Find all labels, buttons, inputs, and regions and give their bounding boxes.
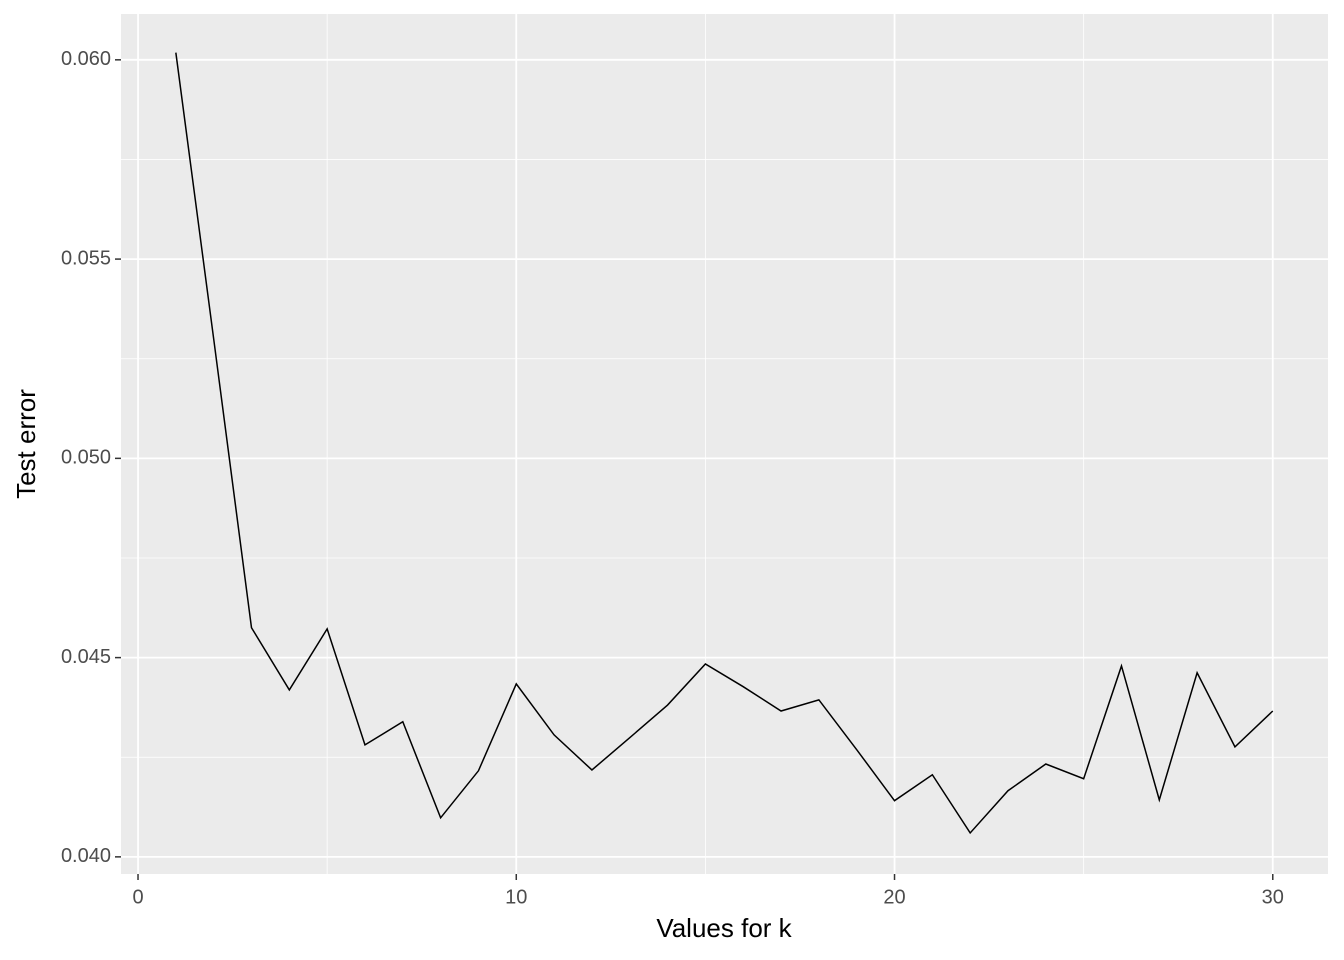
y-tick-label: 0.060 bbox=[61, 48, 111, 70]
y-tick-label: 0.045 bbox=[61, 646, 111, 668]
y-tick-label: 0.040 bbox=[61, 845, 111, 867]
line bbox=[175, 52, 1274, 835]
marks bbox=[175, 52, 1274, 835]
x-tick-label: 20 bbox=[883, 886, 905, 908]
x-axis-title: Values for k bbox=[656, 913, 792, 943]
y-axis-title: Test error bbox=[11, 389, 41, 499]
y-tick-label: 0.055 bbox=[61, 247, 111, 269]
x-tick-label: 10 bbox=[505, 886, 527, 908]
x-tick-label: 0 bbox=[132, 886, 143, 908]
panel bbox=[121, 14, 1328, 874]
y-tick-label: 0.050 bbox=[61, 447, 111, 469]
x-tick-label: 30 bbox=[1262, 886, 1284, 908]
grid bbox=[121, 14, 1328, 874]
